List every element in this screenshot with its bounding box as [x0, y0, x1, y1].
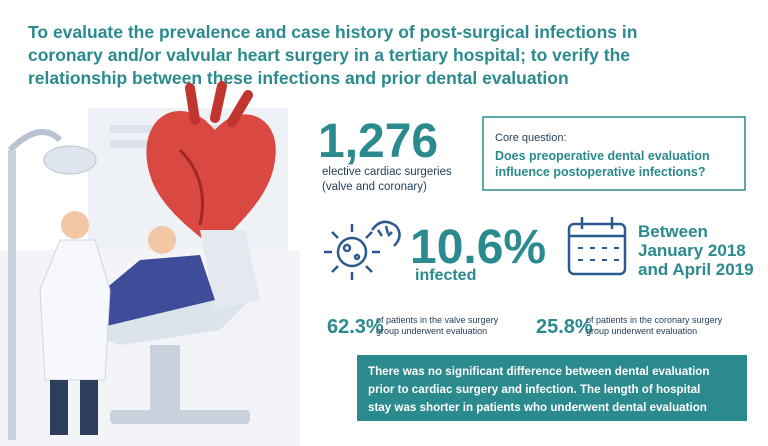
period-line: January 2018 — [638, 241, 746, 260]
patient-body — [55, 255, 215, 370]
chair-foot — [110, 410, 250, 424]
heart — [146, 111, 276, 250]
conclusion: There was no significant difference betw… — [368, 365, 709, 414]
conclusion-line: There was no significant difference betw… — [368, 365, 709, 378]
period-line: and April 2019 — [638, 260, 754, 279]
coronary-number: 25.8% — [536, 316, 593, 338]
heart-artery — [178, 148, 204, 226]
title: To evaluate the prevalence and case hist… — [28, 22, 637, 88]
title-line: coronary and/or valvular heart surgery i… — [28, 45, 630, 65]
dentist-coat — [39, 239, 111, 381]
infected-number: 10.6% — [410, 221, 546, 274]
dentist-head — [61, 211, 89, 239]
title-line: relationship between these infections an… — [28, 68, 569, 88]
illustration — [0, 81, 300, 446]
infected-label: infected — [415, 267, 476, 284]
chair-back — [200, 230, 260, 310]
lamp-arm — [7, 129, 63, 153]
conclusion-box — [357, 355, 747, 421]
valve-text: group underwent evaluation — [376, 326, 487, 336]
conclusion-line: prior to cardiac surgery and infection. … — [368, 383, 700, 396]
calendar-icon — [567, 217, 627, 276]
surgeries-label: (valve and coronary) — [322, 181, 427, 193]
lamp — [43, 145, 97, 175]
coronary-text: of patients in the coronary surgery — [586, 315, 723, 325]
conclusion-line: stay was shorter in patients who underwe… — [368, 401, 707, 414]
valve-number: 62.3% — [327, 316, 384, 338]
dentist-leg — [80, 380, 98, 435]
period-line: Between — [638, 222, 708, 241]
surgeries-label: elective cardiac surgeries — [322, 166, 452, 178]
question-box — [482, 116, 746, 191]
virus-icon — [324, 220, 401, 280]
valve-text: of patients in the valve surgery — [376, 315, 499, 325]
title-line: To evaluate the prevalence and case hist… — [28, 22, 637, 42]
dentist-leg — [50, 380, 68, 435]
heart-vessels — [185, 81, 253, 127]
patient-head — [148, 226, 176, 254]
question-text: Does preoperative dental evaluation — [495, 149, 710, 163]
lamp-pole — [8, 150, 16, 440]
surgeries-number: 1,276 — [318, 115, 438, 168]
coronary-text: group underwent evaluation — [586, 326, 697, 336]
question-heading: Core question: — [495, 132, 567, 144]
chair-base — [150, 345, 180, 415]
question-text: influence postoperative infections? — [495, 165, 705, 179]
period: Between January 2018 and April 2019 — [638, 222, 754, 279]
